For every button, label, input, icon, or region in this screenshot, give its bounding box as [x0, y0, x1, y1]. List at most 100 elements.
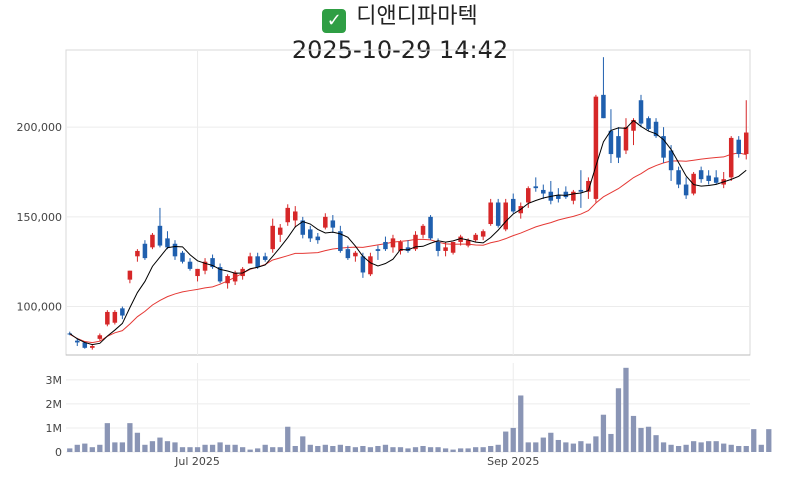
volume-bar — [285, 426, 291, 452]
volume-bar — [615, 388, 622, 452]
volume-bar — [240, 447, 246, 452]
candle-body — [736, 139, 741, 155]
candle-body — [127, 270, 133, 280]
candle-body — [217, 267, 223, 282]
volume-bar — [548, 432, 554, 452]
volume-bar — [217, 442, 223, 452]
volume-bar — [157, 437, 163, 452]
volume-bar — [375, 445, 381, 452]
candle-body — [533, 186, 539, 189]
candle-body — [247, 256, 253, 264]
candle-body — [623, 127, 629, 151]
candle-body — [375, 249, 381, 251]
volume-bar — [164, 441, 171, 452]
volume-tick-label: 2M — [46, 398, 63, 411]
volume-bar — [300, 436, 306, 452]
candle-body — [360, 256, 366, 273]
volume-bar — [360, 445, 366, 452]
volume-bar — [97, 444, 103, 452]
candle-body — [450, 241, 456, 253]
volume-bar — [653, 435, 659, 452]
volume-bar — [194, 447, 201, 452]
volume-bar — [495, 444, 501, 452]
volume-bar — [600, 414, 607, 452]
volume-bar — [690, 441, 697, 452]
volume-bar — [563, 442, 569, 452]
volume-bar — [330, 445, 336, 452]
volume-bar — [638, 427, 644, 452]
volume-bar — [751, 429, 757, 452]
volume-bar — [67, 448, 73, 452]
candle-body — [638, 100, 644, 124]
candle-body — [262, 256, 268, 260]
candle-body — [135, 250, 140, 257]
volume-bar — [510, 427, 516, 452]
candle-body — [601, 94, 606, 119]
candle-body — [443, 247, 448, 251]
volume-bar — [142, 444, 148, 452]
volume-bar — [706, 441, 712, 452]
candle-body — [292, 211, 298, 221]
volume-bar — [322, 444, 328, 452]
candle-body — [323, 216, 328, 228]
candle-body — [300, 220, 306, 235]
volume-bar — [224, 444, 231, 452]
volume-bar — [736, 445, 742, 452]
title-line-name: ✓ 디앤디파마텍 — [0, 2, 800, 33]
volume-bar — [533, 442, 539, 452]
candle-body — [383, 241, 388, 250]
volume-bar — [74, 444, 80, 452]
candle-body — [458, 236, 463, 242]
volume-bar — [307, 444, 313, 452]
x-tick-label: Jul 2025 — [174, 455, 220, 468]
candle-body — [661, 136, 666, 158]
candle-body — [571, 191, 576, 201]
volume-bar — [608, 433, 614, 452]
volume-bar — [82, 443, 88, 452]
candle-body — [210, 258, 215, 268]
candle-body — [353, 252, 358, 257]
candle-body — [488, 202, 493, 225]
volume-bar — [119, 442, 126, 452]
candle-body — [270, 225, 275, 250]
volume-bar — [683, 444, 689, 452]
volume-bar — [209, 444, 216, 452]
candle-body — [165, 238, 170, 248]
candle-body — [586, 180, 591, 192]
candle-body — [150, 234, 155, 248]
volume-bar — [570, 443, 576, 452]
volume-bar — [675, 445, 682, 452]
volume-bar — [352, 447, 359, 452]
volume-bar — [435, 447, 441, 452]
volume-bar — [630, 415, 637, 452]
volume-bar — [315, 445, 321, 452]
price-panel-frame — [65, 49, 751, 356]
volume-bar — [450, 449, 456, 452]
volume-bar — [149, 441, 156, 452]
volume-bar — [277, 447, 283, 452]
candle-body — [202, 261, 208, 271]
volume-bar — [187, 447, 193, 452]
candle-body — [510, 198, 516, 212]
candle-body — [465, 240, 471, 246]
volume-bar — [382, 444, 389, 452]
candle-body — [691, 173, 696, 194]
candle-body — [713, 177, 719, 183]
volume-tick-label: 0 — [55, 446, 62, 459]
volume-bar — [758, 444, 764, 452]
candle-body — [75, 340, 80, 343]
volume-bar — [179, 447, 186, 452]
volume-bar — [427, 447, 434, 452]
volume-bar — [728, 444, 734, 452]
check-mark-icon: ✓ — [322, 9, 347, 33]
stock-name: 디앤디파마텍 — [356, 4, 478, 29]
candle-body — [368, 256, 373, 275]
volume-bar — [766, 429, 772, 452]
volume-bar — [525, 442, 531, 452]
candle-body — [668, 150, 674, 171]
price-tick-label: 200,000 — [17, 121, 63, 134]
volume-bar — [112, 442, 118, 452]
ma-short-line — [69, 119, 747, 346]
volume-bar — [172, 442, 178, 452]
candle-body — [743, 132, 749, 155]
